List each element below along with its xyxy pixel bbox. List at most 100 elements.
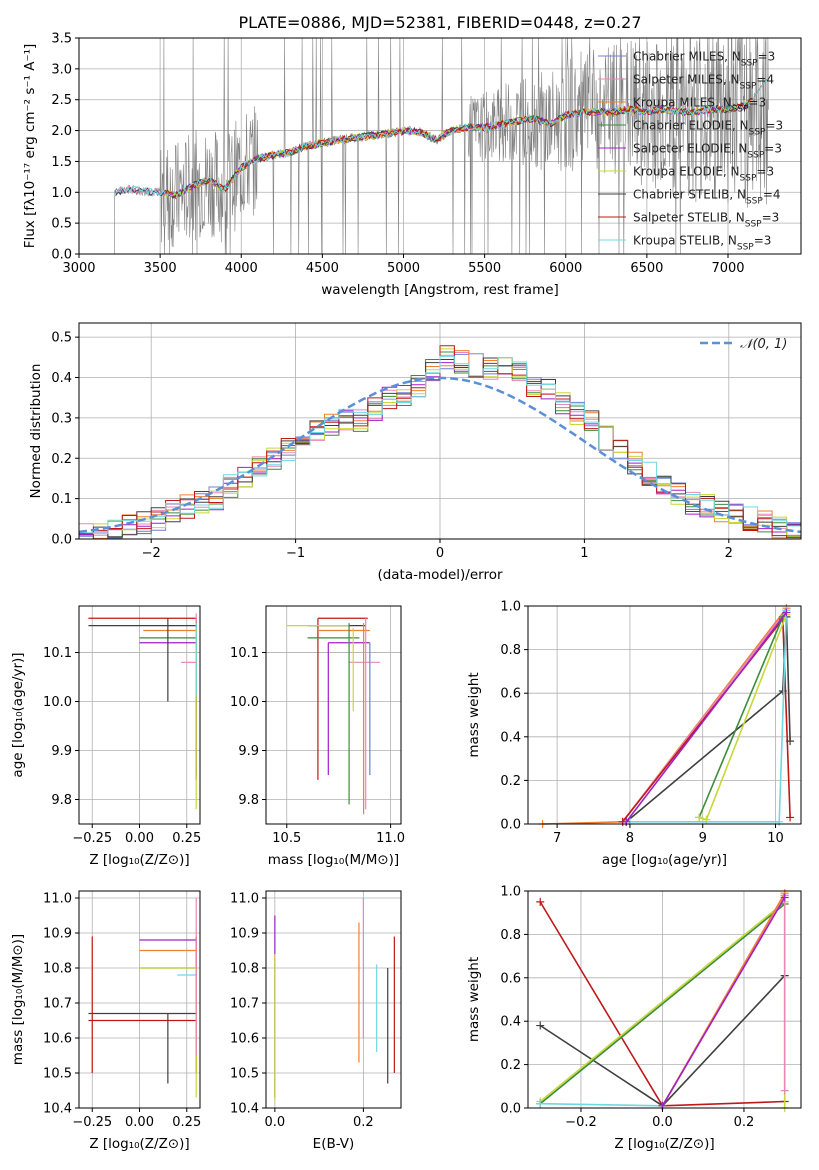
y-tick-label: 0.8: [500, 928, 521, 943]
x-tick-label: 0.2: [353, 1115, 374, 1130]
y-tick-label: 10.9: [230, 927, 259, 942]
y-tick-label: 10.4: [230, 1102, 259, 1117]
plus-marker: [695, 813, 704, 822]
y-tick-label: 0.2: [51, 452, 72, 467]
spectrum-frame: [78, 37, 802, 255]
errorbars: [274, 898, 395, 1101]
x-tick-label: 0.2: [734, 1115, 755, 1130]
x-tick-label: 5500: [468, 261, 501, 276]
legend-label-6: Kroupa ELODIE, NSSP=3: [633, 165, 774, 184]
weight-line-8: [661, 897, 786, 1107]
y-tick-label: 10.0: [43, 695, 72, 710]
y-tick-label: 10.9: [43, 927, 72, 942]
x-tick-label: −2: [142, 546, 161, 561]
x-tick-label: 6500: [630, 261, 663, 276]
residuals-ylabel: Normed distribution: [28, 364, 44, 499]
x-tick-label: 10.5: [272, 831, 301, 846]
y-tick-label: 11.0: [43, 892, 72, 907]
spectrum-ylabel: Flux [fλ10⁻¹⁷ erg cm⁻² s⁻¹ A⁻¹]: [22, 44, 38, 249]
y-axis-label: mass [log₁₀(M/M⊙)]: [10, 934, 26, 1065]
residuals-panel: −2 −1 0 1 2 0.0 0.1 0.2 0.3 0.4 0.5 (data-model)/e…: [28, 322, 802, 583]
y-tick-label: 9.8: [51, 793, 72, 808]
y-tick-label: 2.5: [51, 93, 72, 108]
y-tick-label: 10.8: [230, 962, 259, 977]
y-tick-label: 0.2: [500, 1058, 521, 1073]
x-tick-label: 0.0: [652, 1115, 673, 1130]
x-tick-label: 7: [553, 831, 561, 846]
x-tick-label: 8: [626, 831, 634, 846]
axes-frame: [527, 890, 802, 1109]
x-tick-label: −0.2: [565, 1115, 597, 1130]
y-tick-label: 0.8: [500, 643, 521, 658]
x-tick-label: 0.25: [172, 831, 201, 846]
y-tick-label: 0.3: [51, 411, 72, 426]
tick-labels: 0.0 0.2 10.4 10.5 10.6 10.7 10.8 10.9 11.0: [230, 892, 374, 1131]
spectrum-title: PLATE=0886, MJD=52381, FIBERID=0448, z=0…: [238, 13, 641, 32]
y-tick-label: 10.4: [43, 1102, 72, 1117]
legend-label-7: Chabrier STELIB, NSSP=4: [633, 188, 781, 207]
y-tick-label: 10.6: [43, 1032, 72, 1047]
x-tick-label: 9: [699, 831, 707, 846]
spectrum-data: [114, 37, 769, 255]
y-tick-label: 1.0: [500, 600, 521, 615]
y-tick-label: 0.0: [500, 818, 521, 833]
grid: [79, 606, 200, 824]
y-tick-label: 9.9: [238, 744, 259, 759]
y-tick-label: 0.6: [500, 687, 521, 702]
x-tick-label: −0.25: [72, 1115, 112, 1130]
spectrum-xlabel: wavelength [Angstrom, rest frame]: [321, 282, 559, 298]
y-tick-label: 0.1: [51, 492, 72, 507]
residuals-xlabel: (data-model)/error: [377, 567, 503, 583]
x-tick-label: 6000: [549, 261, 582, 276]
tick-labels: −0.25 0.00 0.25 10.4 10.5 10.6 10.7 10.8 10.9 11.…: [43, 892, 201, 1131]
x-tick-label: 0.00: [125, 831, 154, 846]
legend-label-1: Chabrier MILES, NSSP=3: [633, 50, 775, 69]
y-tick-label: 10.5: [230, 1067, 259, 1082]
tick-labels: −0.25 0.00 0.25 9.8 9.9 10.0 10.1: [43, 646, 201, 846]
x-tick-label: 1: [580, 546, 588, 561]
y-tick-label: 1.0: [500, 885, 521, 900]
spectrum-models: [114, 78, 769, 200]
tick-labels: 10.5 11.0 9.8 9.9 10.0 10.1: [230, 646, 405, 846]
weight-line-8: [625, 612, 788, 823]
spectrum-legend: Chabrier MILES, NSSP=3 Salpeter MILES, NS…: [598, 50, 783, 253]
y-tick-label: 3.0: [51, 62, 72, 77]
legend-label-9: Kroupa STELIB, NSSP=3: [633, 234, 771, 253]
y-axis-label: mass weight: [466, 957, 482, 1042]
plus-marker: [536, 1099, 545, 1108]
spectrum-ticks: 3000 3500 4000 4500 5000 5500 6000 6500 7000 0.0 0…: [51, 32, 744, 277]
y-tick-label: 2.0: [51, 124, 72, 139]
axes-frame: [527, 605, 802, 825]
tick-labels: −0.2 0.0 0.2 0.0 0.2 0.4 0.6 0.8 1.0: [500, 885, 754, 1131]
y-tick-label: 0.5: [51, 331, 72, 346]
y-tick-label: 1.5: [51, 155, 72, 170]
mass-weight-vs-Z-panel: −0.2 0.0 0.2 0.0 0.2 0.4 0.6 0.8 1.0 Z [log₁₀(Z/Z…: [466, 885, 802, 1152]
x-axis-label: Z [log₁₀(Z/Z⊙)]: [89, 1136, 189, 1152]
weight-line-4: [539, 903, 786, 1105]
x-tick-label: 4500: [306, 261, 339, 276]
y-tick-label: 10.7: [230, 997, 259, 1012]
legend-label-8: Salpeter STELIB, NSSP=3: [633, 211, 779, 230]
y-tick-label: 0.5: [51, 217, 72, 232]
y-tick-label: 1.0: [51, 186, 72, 201]
x-axis-label: E(B-V): [313, 1136, 355, 1152]
plus-marker: [786, 813, 795, 822]
y-tick-label: 0.4: [500, 730, 521, 745]
x-tick-label: 2: [725, 546, 733, 561]
y-tick-label: 0.2: [500, 774, 521, 789]
x-tick-label: −1: [286, 546, 305, 561]
y-tick-label: 10.0: [230, 695, 259, 710]
legend-label-4: Chabrier ELODIE, NSSP=3: [633, 119, 783, 138]
y-tick-label: 10.7: [43, 997, 72, 1012]
y-tick-label: 0.0: [500, 1102, 521, 1117]
age-vs-Z-panel: −0.25 0.00 0.25 9.8 9.9 10.0 10.1 Z [log₁₀(Z/Z⊙…: [10, 605, 201, 868]
x-axis-label: Z [log₁₀(Z/Z⊙)]: [89, 852, 189, 868]
observed-spectrum-line: [114, 37, 769, 255]
x-tick-label: 0.00: [125, 1115, 154, 1130]
y-tick-label: 0.0: [51, 533, 72, 548]
y-tick-label: 9.9: [51, 744, 72, 759]
legend-label-3: Kroupa MILES, NSSP=3: [633, 96, 766, 115]
x-tick-label: 3000: [62, 261, 95, 276]
y-axis-label: mass weight: [466, 672, 482, 757]
